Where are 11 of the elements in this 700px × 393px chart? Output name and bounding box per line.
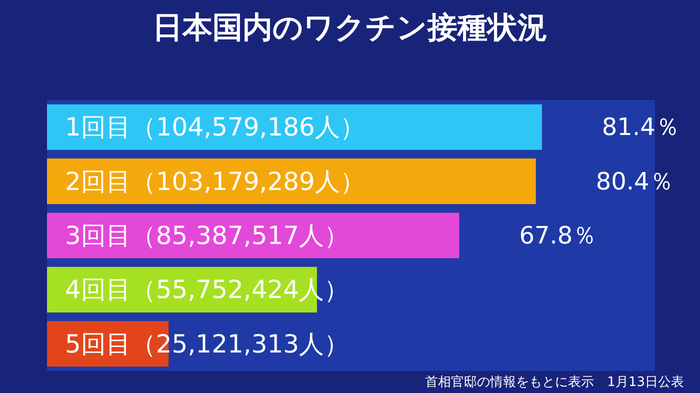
bar xyxy=(47,212,460,258)
data-label: 80.4％ xyxy=(596,167,674,196)
bar xyxy=(47,158,536,204)
chart-title: 日本国内のワクチン接種状況 xyxy=(152,10,548,46)
y-tick-label: 2回目（103,179,289人） xyxy=(65,166,365,196)
data-label: 81.4％ xyxy=(602,113,680,142)
y-tick-label: 1回目（104,579,186人） xyxy=(65,112,365,142)
y-tick-label: 3回目（85,387,517人） xyxy=(65,221,350,250)
data-label: 67.8％ xyxy=(519,222,597,250)
bar xyxy=(47,104,542,150)
text: 首相官邸の情報をもとに表示 1月13日公表 xyxy=(425,374,684,390)
